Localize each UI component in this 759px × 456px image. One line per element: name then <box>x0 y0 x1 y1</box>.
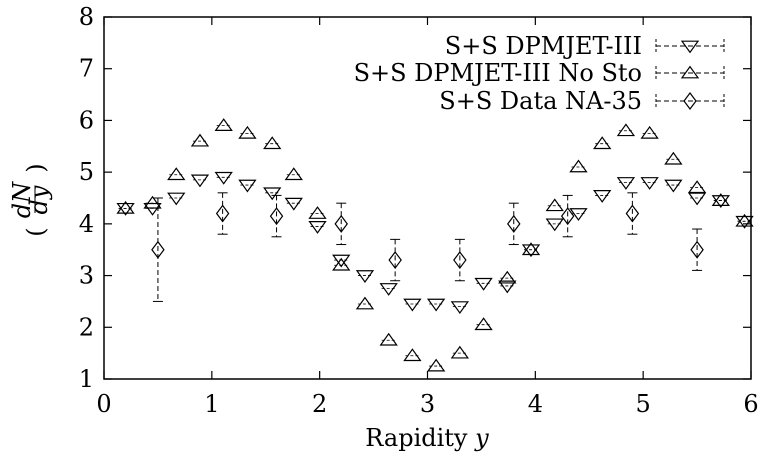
data-point <box>569 208 588 221</box>
data-point <box>664 179 683 193</box>
y-axis-label-paren-open: ( <box>22 227 50 236</box>
x-tick-label: 1 <box>204 390 219 418</box>
data-point <box>711 195 730 209</box>
data-point <box>167 192 186 206</box>
data-point <box>474 277 493 291</box>
data-point <box>507 214 521 233</box>
data-point <box>403 298 422 312</box>
data-point <box>263 187 282 201</box>
data-point <box>690 240 704 259</box>
x-axis-label: Rapidity y <box>365 424 489 452</box>
data-point <box>355 296 375 310</box>
data-point <box>215 204 230 223</box>
data-point <box>616 123 636 137</box>
data-point <box>334 214 348 233</box>
data-point <box>263 136 282 150</box>
data-point <box>284 197 303 211</box>
data-marks <box>116 118 754 372</box>
data-point <box>379 332 398 346</box>
data-point <box>616 177 636 190</box>
y-tick-label: 2 <box>79 313 94 341</box>
data-point <box>388 251 402 270</box>
x-tick-label: 3 <box>420 390 435 418</box>
y-axis-label: ( dN dy ) <box>8 163 53 236</box>
legend-marker <box>680 65 700 79</box>
data-point <box>453 251 467 270</box>
x-axis-label-var: y <box>474 424 489 452</box>
legend-marker <box>680 40 700 54</box>
x-axis-label-text: Rapidity <box>365 424 468 452</box>
x-tick-label: 6 <box>743 390 758 418</box>
data-point <box>190 133 210 147</box>
data-point <box>308 221 327 234</box>
data-point <box>332 254 351 268</box>
y-axis-label-numerator: dN <box>8 181 36 218</box>
data-point <box>711 193 730 206</box>
series-1 <box>116 171 754 315</box>
data-point <box>735 215 754 229</box>
y-tick-label: 7 <box>79 55 94 83</box>
data-point <box>238 125 257 139</box>
data-point <box>640 125 659 139</box>
data-point <box>687 180 707 194</box>
data-point <box>143 195 162 209</box>
legend-marker <box>683 92 697 110</box>
data-point <box>664 151 683 165</box>
data-point <box>498 280 517 294</box>
data-point <box>190 174 210 188</box>
data-point <box>238 179 257 193</box>
y-axis-label-paren-close: ) <box>22 163 50 172</box>
data-point <box>355 270 375 284</box>
data-point <box>332 257 351 271</box>
series-3 <box>151 192 704 302</box>
y-tick-label: 8 <box>79 3 94 31</box>
legend-label: S+S Data NA-35 <box>439 87 642 115</box>
data-point <box>521 242 541 256</box>
x-tick-label: 0 <box>96 390 111 418</box>
series-2 <box>116 118 754 372</box>
legend-label: S+S DPMJET-III <box>445 32 642 60</box>
y-axis-label-denominator: dy <box>25 185 53 214</box>
data-point <box>426 298 446 312</box>
data-point <box>151 240 165 259</box>
y-tick-label: 3 <box>79 262 94 290</box>
data-point <box>426 358 446 372</box>
data-point <box>687 192 707 206</box>
data-point <box>593 190 612 203</box>
data-point <box>625 204 640 223</box>
data-point <box>498 270 517 284</box>
data-point <box>640 177 659 190</box>
data-point <box>269 207 284 226</box>
data-point <box>214 118 233 131</box>
data-point <box>403 348 422 362</box>
data-point <box>116 200 135 214</box>
x-tick-label: 5 <box>636 390 651 418</box>
data-point <box>474 317 493 331</box>
data-point <box>545 198 564 212</box>
y-tick-label: 4 <box>79 210 94 238</box>
data-point <box>116 202 135 216</box>
data-point <box>545 218 564 232</box>
data-point <box>735 213 754 227</box>
x-tick-label: 4 <box>528 390 543 418</box>
data-point <box>569 159 588 173</box>
legend-label: S+S DPMJET-III No Sto <box>354 59 642 87</box>
data-point <box>167 167 186 181</box>
data-point <box>214 171 233 185</box>
data-point <box>284 167 303 181</box>
y-tick-label: 5 <box>79 158 94 186</box>
y-tick-label: 6 <box>79 106 94 134</box>
data-point <box>308 206 327 219</box>
x-tick-label: 2 <box>312 390 327 418</box>
data-point <box>450 345 470 359</box>
data-point <box>593 136 612 150</box>
data-point <box>379 283 398 296</box>
data-point <box>560 207 575 226</box>
y-tick-label: 1 <box>79 365 94 393</box>
data-point <box>450 301 470 315</box>
data-point <box>521 244 541 258</box>
